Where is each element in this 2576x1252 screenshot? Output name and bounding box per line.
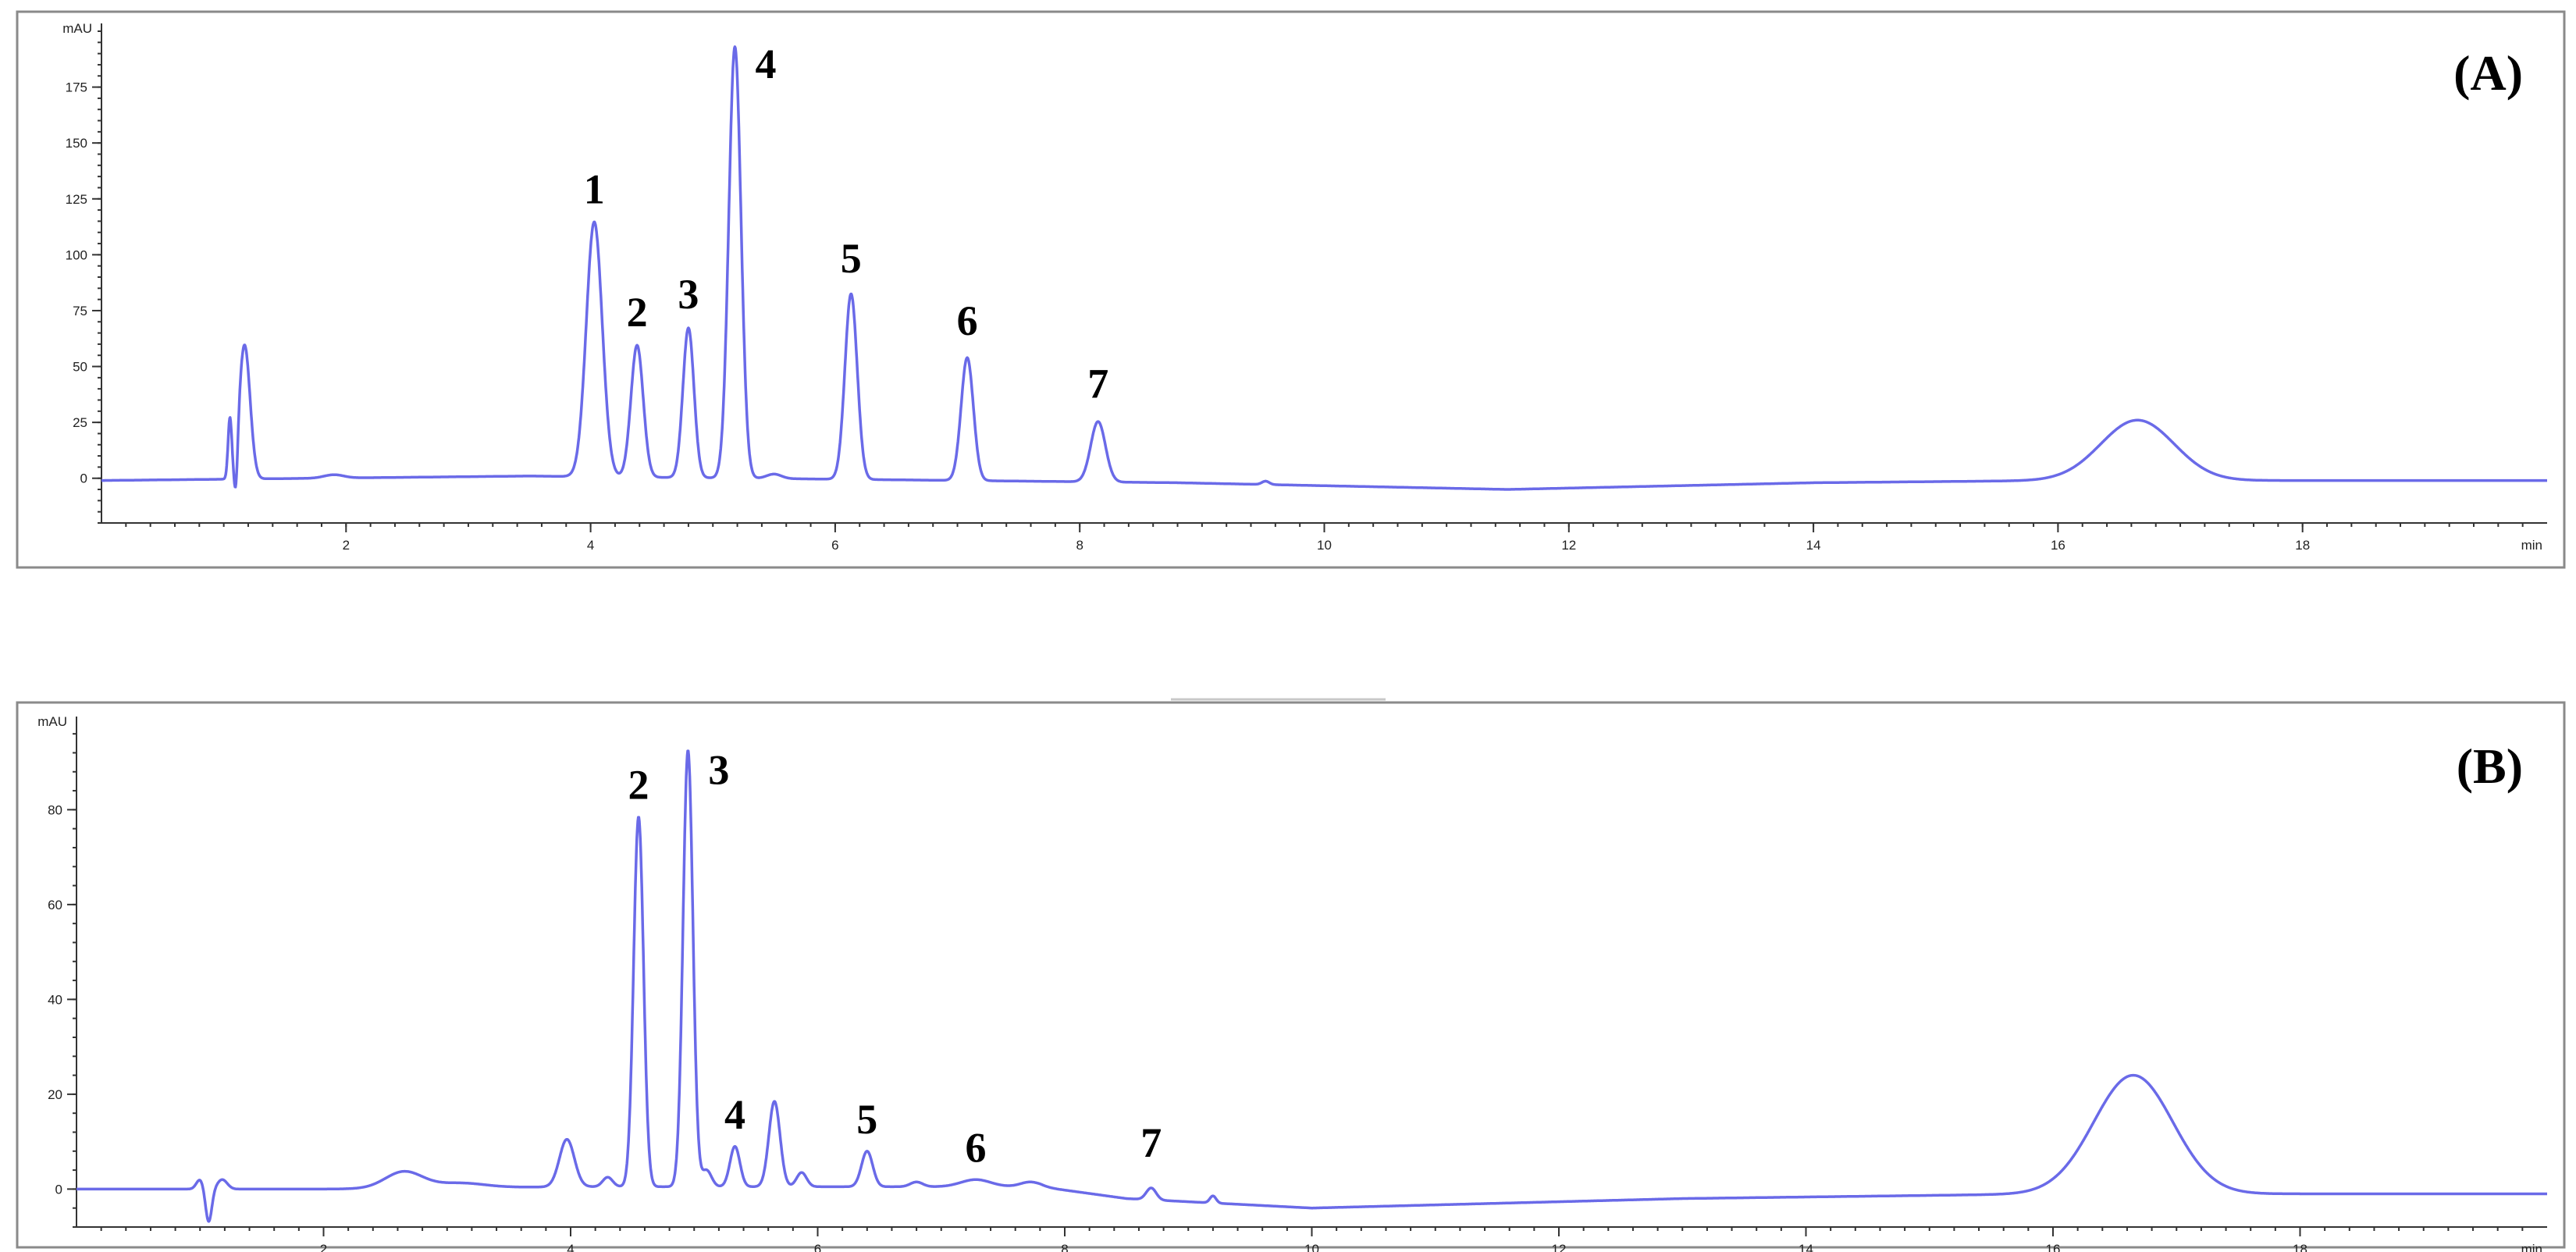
panel-b-x-tick-label: 6 [814, 1242, 821, 1252]
panel-b-x-tick-label: 4 [567, 1242, 574, 1252]
panel-b-x-tick-label: 14 [1799, 1242, 1813, 1252]
panel-a-label: (A) [2453, 45, 2523, 101]
panel-b-peak-label: 4 [724, 1091, 745, 1138]
panel-b-y-tick-label: 40 [48, 992, 62, 1007]
panel-b-x-tick-label: 18 [2293, 1242, 2307, 1252]
panel-b-peak-label: 2 [628, 762, 649, 809]
panel-a-y-tick-label: 50 [73, 360, 87, 375]
panel-a-y-tick-label: 150 [66, 136, 87, 151]
panel-a-x-tick-label: 6 [831, 538, 838, 553]
panel-a-y-unit: mAU [62, 21, 92, 36]
panel-a-x-tick-label: 12 [1561, 538, 1576, 553]
panel-b-frame [16, 701, 2566, 1249]
panel-b-peak-label: 3 [708, 746, 729, 793]
panel-a-peak-label: 2 [627, 289, 648, 336]
panel-a-peak-label: 3 [678, 271, 699, 318]
panel-b-y-tick-label: 60 [48, 898, 62, 912]
panel-b-x-tick-label: 12 [1552, 1242, 1567, 1252]
panel-b-y-tick-label: 80 [48, 802, 62, 817]
panel-a-y-tick-label: 175 [66, 80, 87, 95]
panel-a-x-unit: min [2521, 538, 2542, 553]
panel-a-x-tick-label: 14 [1806, 538, 1821, 553]
panel-b-peak-label: 6 [966, 1124, 987, 1171]
panel-a-peak-label: 7 [1087, 360, 1108, 407]
panel-b: 0 20 40 60 80 mAU 2 4 6 8 10 12 14 16 18 min 2 3 4 5 6 7 (B) [16, 701, 2566, 1252]
panel-b-x-unit: min [2521, 1242, 2542, 1252]
panel-a-y-tick-label: 125 [66, 192, 87, 207]
panel-a-x-tick-label: 8 [1076, 538, 1083, 553]
panel-b-peak-label: 5 [856, 1096, 877, 1143]
panel-a-peak-label: 5 [841, 235, 862, 282]
panel-b-x-tick-label: 16 [2046, 1242, 2061, 1252]
panel-b-x-tick-label: 2 [320, 1242, 327, 1252]
panel-a-x-tick-label: 2 [343, 538, 350, 553]
panel-a-x-tick-label: 18 [2295, 538, 2310, 553]
panel-b-peak-label: 7 [1140, 1119, 1162, 1166]
panel-a-peak-label: 4 [755, 41, 776, 87]
panel-a-x-tick-label: 4 [587, 538, 594, 553]
panel-a-y-tick-label: 100 [66, 247, 87, 262]
panel-b-x-tick-label: 10 [1304, 1242, 1319, 1252]
panel-a-y-tick-label: 25 [73, 415, 87, 430]
panel-a-peak-label: 6 [957, 297, 978, 344]
panel-a-x-tick-label: 16 [2051, 538, 2065, 553]
panel-a-y-tick-label: 75 [73, 304, 87, 318]
panel-b-y-tick-label: 20 [48, 1087, 62, 1102]
panel-a-x-tick-label: 10 [1317, 538, 1332, 553]
panel-b-label: (B) [2457, 738, 2523, 794]
panel-a-trace [100, 45, 2549, 491]
panel-b-y-tick-label: 0 [55, 1182, 62, 1197]
panel-a-peak-label: 1 [584, 165, 605, 212]
panel-b-x-tick-label: 8 [1061, 1242, 1068, 1252]
panel-b-y-unit: mAU [37, 714, 67, 729]
panel-a-y-tick-label: 0 [80, 471, 87, 486]
panel-a-frame [16, 10, 2566, 569]
panel-b-trace [75, 749, 2549, 1223]
